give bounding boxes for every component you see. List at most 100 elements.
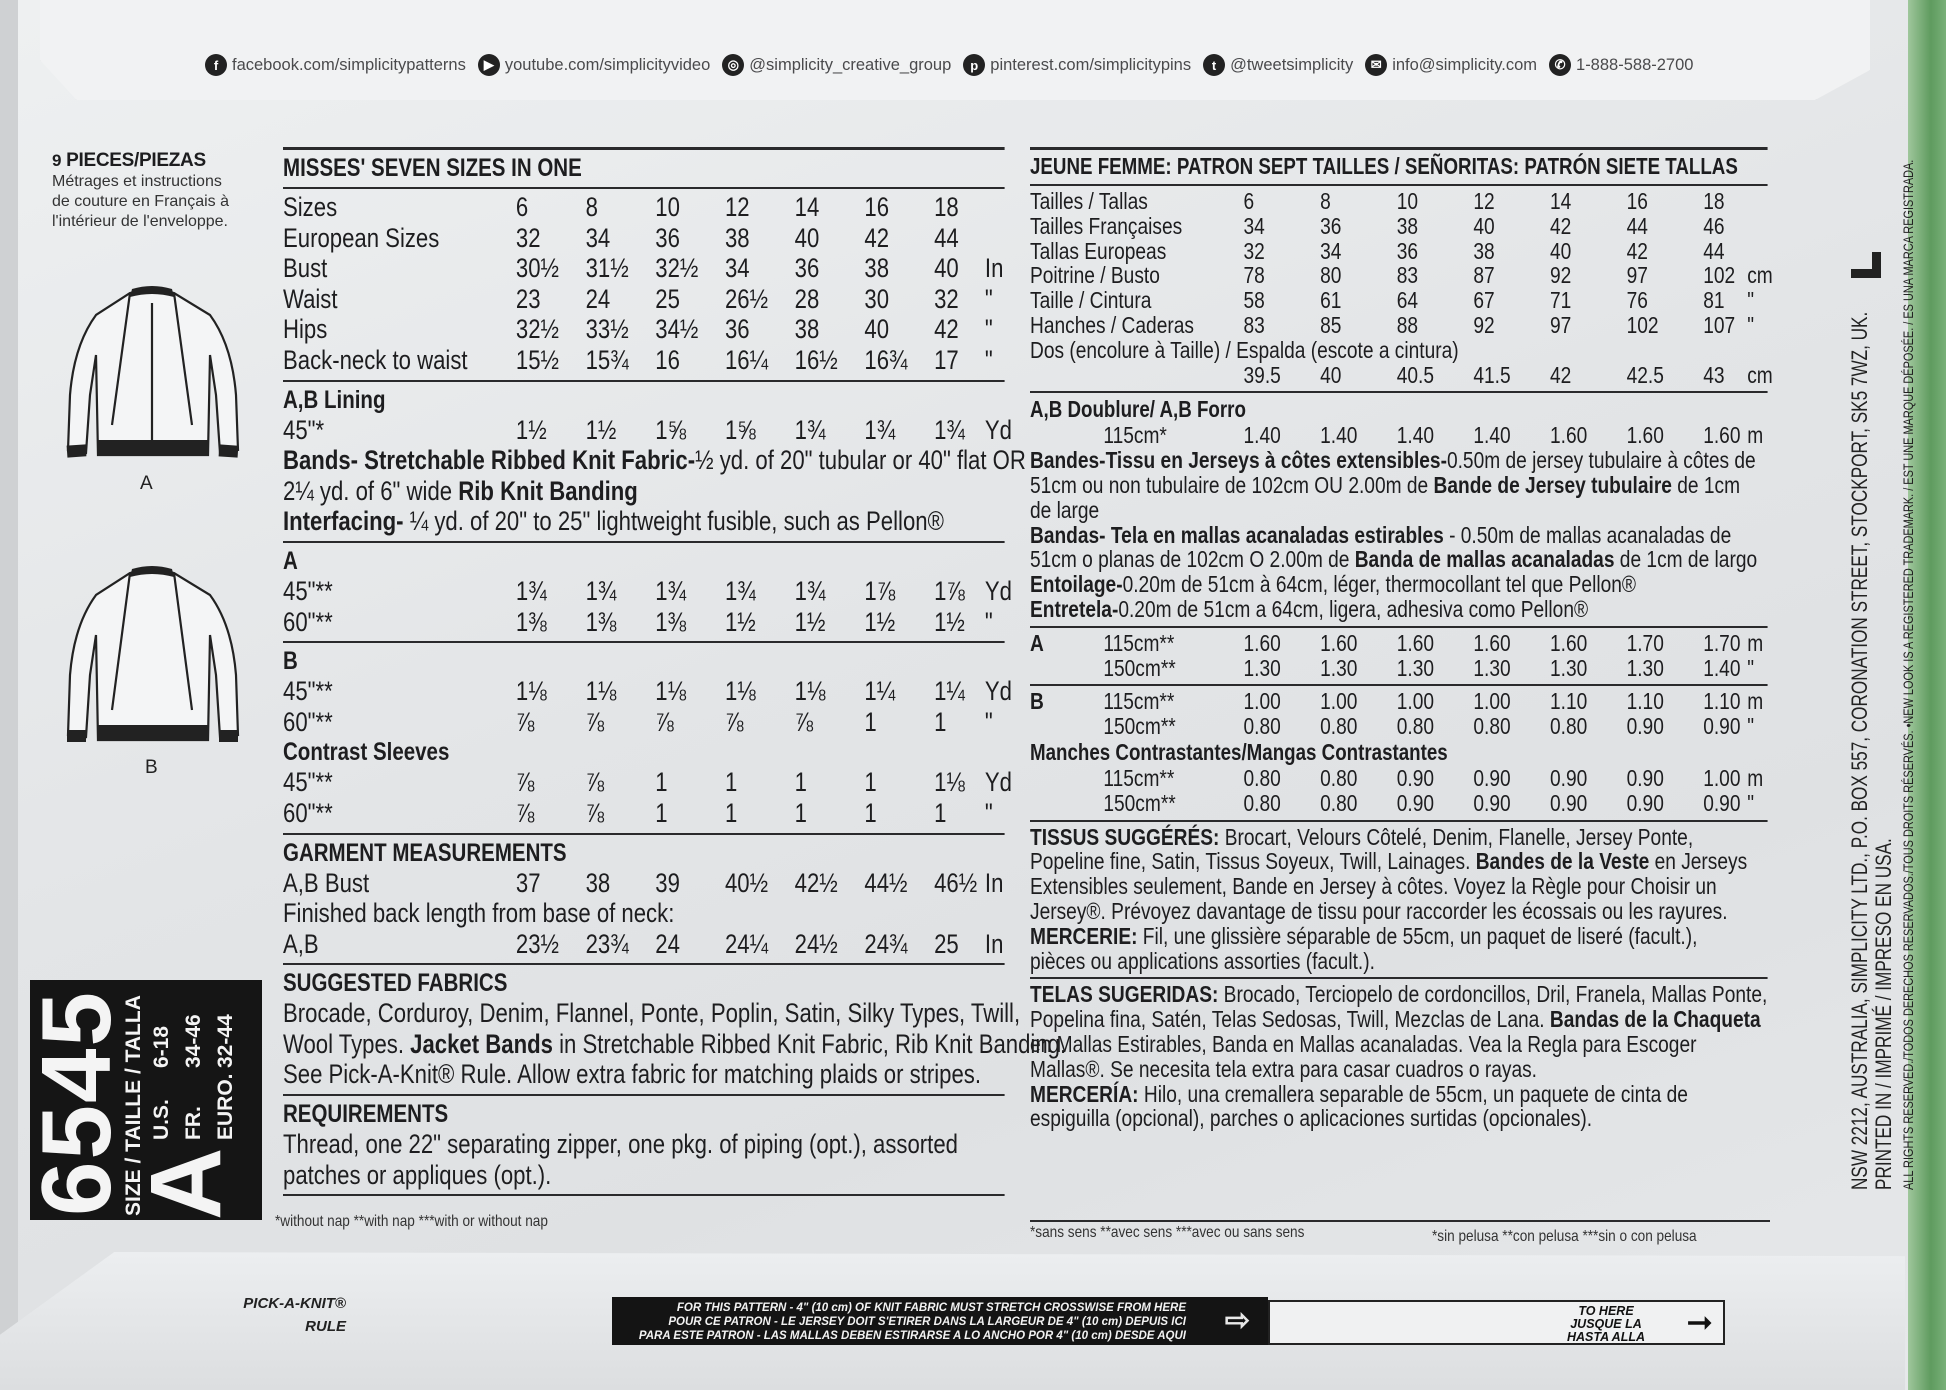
social-link[interactable]: ▶ youtube.com/simplicityvideo bbox=[477, 54, 710, 76]
row-label: 115cm* bbox=[1030, 423, 1244, 448]
text-paragraph: TELAS SUGERIDAS: Brocado, Terciopelo de … bbox=[1030, 982, 1768, 1131]
text-segment: en Mallas Estirables, Banda en Mallas ac… bbox=[1030, 1030, 1697, 1057]
table-cell: 42 bbox=[1549, 361, 1572, 388]
social-link[interactable]: t @tweetsimplicity bbox=[1203, 54, 1353, 76]
social-link[interactable]: ✉ info@simplicity.com bbox=[1365, 54, 1537, 76]
table-row: Taille / Cintura 58 61 64 67 71 76 81 " bbox=[1030, 288, 1768, 313]
text-segment: Entoilage- bbox=[1030, 571, 1123, 598]
text-segment: en Jerseys bbox=[1649, 848, 1748, 875]
table-cell: 1.10 bbox=[1549, 688, 1588, 715]
table-cell: 87 bbox=[1473, 262, 1495, 289]
table-cell: 40 bbox=[1473, 212, 1495, 239]
text-segment: Wool Types. bbox=[283, 1028, 411, 1059]
text-segment: 0.20m de 51cm a 64cm, ligera, adhesiva c… bbox=[1118, 595, 1589, 622]
table-cell: 1.40 bbox=[1243, 422, 1281, 449]
table-cell: 25 bbox=[655, 283, 680, 314]
text-segment: Bande de Jersey tubulaire bbox=[1433, 471, 1672, 498]
table-cell: 30 bbox=[864, 283, 890, 314]
row-label: Tailles Françaises bbox=[1030, 213, 1244, 239]
table-cell: 25 bbox=[934, 928, 959, 959]
social-link[interactable]: ✆ 1-888-588-2700 bbox=[1549, 54, 1693, 76]
text-segment: MERCERÍA: bbox=[1030, 1080, 1139, 1107]
section-heading: A,B Doublure/ A,B Forro bbox=[1030, 396, 1246, 423]
unit-label bbox=[985, 192, 1018, 223]
table-cell: 1.10 bbox=[1703, 688, 1741, 715]
unit-label: " bbox=[984, 344, 993, 375]
table-cell: 1.60 bbox=[1549, 629, 1588, 656]
table-cell: 38 bbox=[585, 867, 611, 898]
row-label: 45"** bbox=[283, 576, 516, 607]
text-segment: Thread, one 22" separating zipper, one p… bbox=[283, 1129, 958, 1160]
text-segment: See Pick-A-Knit® Rule. Allow extra fabri… bbox=[283, 1059, 982, 1090]
text-paragraph: Bands- Stretchable Ribbed Knit Fabric-½ … bbox=[283, 445, 1026, 537]
row-label-text: 150cm** bbox=[1103, 654, 1176, 681]
ruler-instruction-fr: POUR CE PATRON - LE JERSEY DOIT S'ETIRER… bbox=[668, 1316, 1186, 1328]
table-cell: 34 bbox=[585, 222, 611, 253]
table-cell: 24 bbox=[585, 283, 611, 314]
table-cell: 107 bbox=[1703, 311, 1736, 338]
section-heading: A,B Lining bbox=[283, 385, 386, 414]
table-cell: 1.60 bbox=[1626, 422, 1664, 449]
table-cell: 34 bbox=[1320, 237, 1342, 264]
table-cell: 1¾ bbox=[515, 575, 547, 606]
table-cell: 32 bbox=[515, 222, 541, 253]
text-paragraph: TISSUS SUGGÉRÉS: Brocart, Velours Côtelé… bbox=[1030, 824, 1768, 974]
social-link[interactable]: ◎ @simplicity_creative_group bbox=[722, 54, 951, 76]
text-line: Jersey®. Prévoyez davantage de tissu pou… bbox=[1030, 899, 1768, 924]
section-divider bbox=[1030, 184, 1768, 186]
table-cell: 44 bbox=[934, 222, 959, 253]
text-segment: 51cm o planas de 102cm O 2.00m de bbox=[1030, 546, 1355, 573]
text-segment: Brocado, Terciopelo de cordoncillos, Dri… bbox=[1218, 981, 1768, 1008]
table-cell: 30½ bbox=[515, 253, 559, 284]
row-label-text: Taille / Cintura bbox=[1030, 287, 1152, 314]
text-paragraph: Bandes-Tissu en Jerseys à côtes extensib… bbox=[1030, 448, 1768, 622]
row-label-text: Tailles / Tallas bbox=[1030, 188, 1148, 214]
text-segment: Bandes-Tissu en Jerseys à côtes extensib… bbox=[1030, 447, 1447, 474]
table-cell: 32 bbox=[1243, 237, 1265, 264]
text-line: Bandes-Tissu en Jerseys à côtes extensib… bbox=[1030, 448, 1768, 473]
table-cell: 1.00 bbox=[1703, 764, 1741, 791]
note-line: Métrages et instructions bbox=[52, 173, 222, 190]
text-segment: Dos (encolure à Taille) / Espalda (escot… bbox=[1030, 336, 1459, 363]
text-segment: 0.20m de 51cm à 64cm, léger, thermocolla… bbox=[1122, 571, 1637, 598]
table-cell: 42 bbox=[934, 314, 959, 345]
table-cell: 1 bbox=[934, 797, 947, 828]
row-label-text: 150cm** bbox=[1103, 713, 1176, 740]
ruler-instruction-es: PARA ESTE PATRON - LAS MALLAS DEBEN ESTI… bbox=[638, 1330, 1186, 1342]
text-line: TELAS SUGERIDAS: Brocado, Terciopelo de … bbox=[1030, 982, 1768, 1007]
chart-title: MISSES' SEVEN SIZES IN ONE bbox=[283, 154, 582, 182]
table-cell: 38 bbox=[1473, 237, 1495, 264]
nap-footnote: *without nap **with nap ***with or witho… bbox=[275, 1213, 548, 1230]
row-label: 45"** bbox=[283, 676, 516, 707]
text-segment: Interfacing- bbox=[283, 506, 404, 537]
row-label: 150cm** bbox=[1030, 714, 1244, 739]
table-row: European Sizes 32 34 36 38 40 42 44 bbox=[283, 223, 1005, 254]
table-cell: 23¾ bbox=[585, 928, 629, 959]
table-cell: 1.70 bbox=[1703, 629, 1741, 656]
ruler-end-en: TO HERE bbox=[1578, 1304, 1634, 1318]
table-cell: ⅞ bbox=[655, 706, 674, 737]
table-cell: 18 bbox=[934, 192, 959, 222]
table-cell: 40 bbox=[794, 222, 820, 253]
jeune-femme-measurement-chart: JEUNE FEMME: PATRON SEPT TAILLES / SEÑOR… bbox=[1030, 143, 1773, 1131]
table-cell: 0.90 bbox=[1473, 789, 1511, 816]
row-label-text: A,B Bust bbox=[283, 867, 370, 898]
table-cell: 36 bbox=[724, 314, 750, 345]
text-segment: 0.50m de jersey tubulaire à côtes de bbox=[1446, 447, 1756, 474]
publisher-address: NSW 2212, AUSTRALIA, SIMPLICITY LTD., P.… bbox=[1847, 311, 1872, 1190]
table-cell: 1⅛ bbox=[724, 676, 756, 707]
section-heading: SUGGESTED FABRICS bbox=[283, 969, 508, 998]
social-link[interactable]: p pinterest.com/simplicitypins bbox=[963, 54, 1191, 76]
table-cell: 31½ bbox=[585, 253, 629, 284]
table-cell: 38 bbox=[864, 253, 890, 284]
table-cell: 24¼ bbox=[724, 928, 769, 959]
table-cell: 16¾ bbox=[864, 344, 908, 375]
table-cell: 1.40 bbox=[1703, 654, 1741, 681]
row-label-text: 60"** bbox=[283, 706, 333, 737]
view-b-label: B bbox=[145, 757, 158, 778]
table-cell: ⅞ bbox=[724, 706, 744, 737]
unit-label: " bbox=[1747, 287, 1755, 314]
table-cell: 1 bbox=[864, 767, 877, 798]
table-cell: 40 bbox=[1549, 237, 1572, 264]
social-link[interactable]: f facebook.com/simplicitypatterns bbox=[205, 54, 466, 76]
